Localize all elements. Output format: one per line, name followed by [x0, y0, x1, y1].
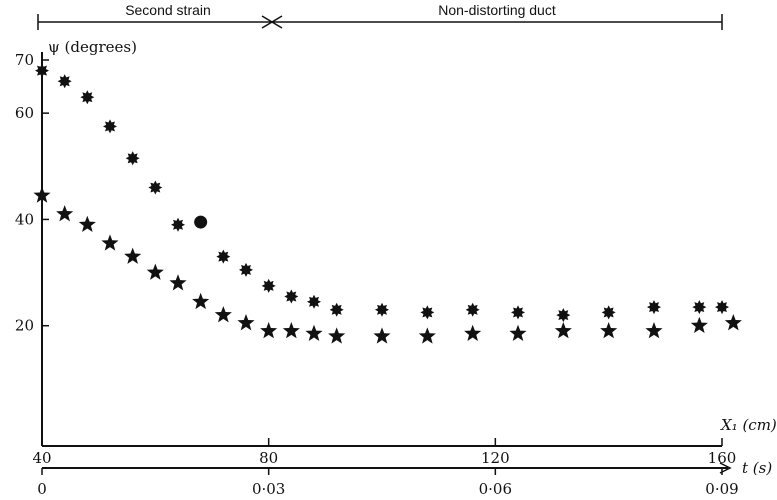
data-point-asterisk: [511, 305, 525, 320]
y-tick-label: 20: [15, 317, 34, 335]
data-point-asterisk: [692, 300, 707, 315]
data-point-asterisk: [715, 300, 729, 315]
data-point-star: [78, 215, 96, 233]
data-point-star: [33, 186, 51, 203]
data-point-star: [101, 234, 119, 251]
region-label-second-strain: Second strain: [125, 2, 211, 18]
y-axis-label: ψ (degrees): [48, 38, 137, 56]
data-point-star: [554, 322, 572, 339]
data-point-star: [418, 327, 436, 344]
data-point-star: [169, 274, 187, 291]
data-point-asterisk: [148, 180, 163, 195]
data-point-asterisk: [125, 151, 140, 166]
data-point-asterisk: [375, 302, 389, 317]
data-point-star: [192, 292, 210, 310]
y-tick-label: 40: [15, 210, 34, 228]
data-point-asterisk: [103, 119, 117, 134]
data-point-star: [214, 306, 232, 323]
data-point-asterisk: [80, 90, 95, 105]
data-point-star: [373, 327, 391, 344]
x-axis-label: X₁ (cm): [720, 416, 777, 434]
t-tick-label: 0·06: [479, 480, 512, 498]
x-tick-label: 120: [481, 449, 510, 467]
x-ticks: 40 80 120 160: [32, 438, 736, 467]
data-point-star: [146, 263, 164, 280]
data-point-asterisk: [601, 305, 616, 320]
data-point-star: [464, 324, 482, 341]
y-tick-label: 70: [15, 51, 34, 69]
data-point-dot: [194, 215, 208, 229]
data-point-asterisk: [329, 302, 344, 317]
data-point-asterisk: [171, 217, 185, 232]
t-axis-label: t (s): [742, 459, 772, 477]
data-point-star: [690, 316, 708, 333]
x-tick-label: 80: [259, 449, 278, 467]
data-point-star: [237, 314, 255, 331]
data-point-star: [124, 247, 142, 264]
data-point-asterisk: [556, 308, 571, 323]
t-tick-label: 0·09: [705, 480, 738, 498]
x-tick-label: 160: [708, 449, 737, 467]
data-point-asterisk: [261, 278, 276, 293]
data-point-star: [56, 205, 74, 222]
t-tick-label: 0·03: [252, 480, 285, 498]
data-point-asterisk: [239, 262, 253, 277]
data-point-asterisk: [307, 294, 321, 309]
data-point-star: [600, 322, 618, 339]
data-point-star: [509, 324, 527, 341]
data-point-asterisk: [420, 305, 435, 320]
y-ticks: 20 40 60 70: [15, 51, 49, 335]
data-point-star: [724, 314, 742, 331]
x-tick-label: 40: [32, 449, 51, 467]
series-star: [33, 186, 742, 344]
region-bar: Second strain Non-distorting duct: [37, 2, 723, 30]
series-dot: [194, 215, 208, 229]
data-point-star: [282, 322, 300, 339]
data-point-asterisk: [284, 289, 299, 304]
data-point-asterisk: [216, 249, 231, 264]
data-point-star: [645, 322, 663, 339]
data-point-star: [305, 324, 323, 341]
t-tick-label: 0: [37, 480, 47, 498]
data-point-asterisk: [647, 300, 661, 315]
t-ticks: 0 0·03 0·06 0·09: [37, 468, 739, 498]
series-asterisk: [35, 63, 729, 323]
data-marks: [33, 63, 742, 344]
data-point-asterisk: [465, 302, 480, 317]
data-point-star: [260, 322, 278, 339]
data-point-asterisk: [35, 63, 49, 78]
data-point-star: [328, 327, 346, 344]
data-point-asterisk: [57, 74, 72, 89]
region-label-non-distorting-duct: Non-distorting duct: [438, 2, 556, 18]
y-tick-label: 60: [15, 104, 34, 122]
